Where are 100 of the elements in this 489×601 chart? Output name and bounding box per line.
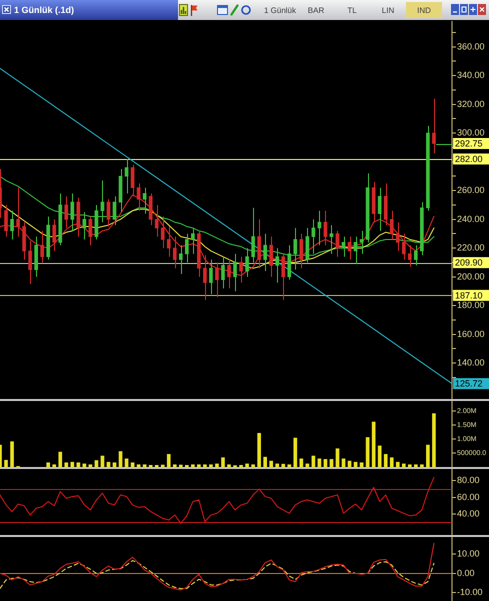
candlestick	[124, 158, 128, 194]
candlestick	[88, 216, 92, 246]
candlestick	[221, 256, 225, 289]
candlestick	[100, 180, 104, 223]
text: 292.75	[455, 138, 483, 149]
text: IND	[417, 6, 431, 14]
ref-line-label: 187.10	[455, 290, 483, 300]
candlestick	[82, 212, 86, 240]
bar	[318, 458, 322, 467]
bar	[354, 462, 358, 467]
y-tick-label: 220.00	[457, 242, 485, 253]
bar	[384, 454, 388, 467]
candlestick	[178, 244, 183, 274]
text: BAR	[308, 6, 324, 14]
candlestick	[257, 218, 261, 269]
bar	[94, 460, 98, 467]
candlestick	[112, 196, 116, 226]
candlestick	[10, 210, 14, 240]
y-tick-label: 300.00	[457, 128, 485, 138]
candlestick	[300, 233, 304, 269]
bar	[408, 464, 412, 467]
bar	[118, 451, 122, 467]
bar	[426, 444, 430, 467]
candlestick	[142, 187, 146, 214]
y-tick-label: 180.00	[457, 300, 485, 310]
candlestick	[70, 192, 74, 232]
y-tick-label: 240.00	[457, 214, 485, 224]
bar	[221, 457, 225, 467]
candlestick	[233, 253, 237, 292]
bar	[245, 464, 249, 467]
y-tick-label: 360.00	[457, 41, 485, 52]
bar	[263, 456, 268, 467]
text: TL	[347, 6, 357, 14]
candlestick	[390, 210, 394, 240]
bar	[306, 464, 310, 467]
bar	[251, 464, 255, 467]
bar	[324, 459, 328, 467]
candlestick	[154, 204, 159, 238]
bar	[366, 437, 370, 467]
candlestick	[160, 216, 165, 249]
bar	[130, 462, 134, 467]
bar	[257, 432, 261, 467]
candlestick	[166, 226, 171, 258]
bar	[100, 456, 104, 467]
bar	[402, 464, 406, 467]
text: 1 Günlük	[264, 6, 296, 14]
bar	[142, 464, 146, 467]
y-tick-label: 10.00	[457, 548, 480, 558]
bar	[46, 462, 50, 467]
candlestick	[402, 233, 406, 260]
bar	[287, 464, 292, 467]
y-tick-label: 140.00	[457, 358, 485, 368]
bar	[4, 460, 8, 467]
bar	[348, 460, 352, 467]
bar	[281, 464, 286, 467]
candlestick	[378, 187, 382, 232]
bar	[227, 464, 231, 467]
y-tick-label: 320.00	[457, 98, 485, 109]
candlestick	[209, 259, 213, 295]
text: 125.72	[455, 378, 483, 389]
y-tick-label: -10.00	[457, 587, 483, 598]
text: 1 Günlük (.1d)	[14, 5, 74, 15]
y-tick-label: 0.00	[457, 568, 475, 578]
bar	[342, 458, 346, 467]
candlestick	[52, 218, 56, 252]
bar	[52, 464, 56, 467]
bar	[203, 464, 207, 467]
y-tick-label: 200.00	[457, 271, 485, 282]
candlestick	[40, 230, 44, 263]
bar	[172, 464, 177, 467]
text: LIN	[382, 6, 394, 14]
bar	[215, 464, 219, 467]
bar	[372, 422, 376, 467]
bar	[166, 454, 171, 467]
bar	[269, 460, 274, 467]
candlestick	[408, 244, 412, 268]
bar	[58, 452, 62, 467]
bar	[300, 458, 304, 467]
bar	[330, 459, 334, 467]
bar	[10, 441, 14, 467]
bar	[336, 448, 340, 467]
candlestick	[336, 230, 340, 258]
bar	[432, 413, 436, 467]
candlestick	[4, 204, 8, 238]
bar	[390, 457, 394, 467]
bar	[396, 462, 400, 467]
candlestick	[106, 198, 110, 228]
bar	[191, 464, 195, 467]
candlestick	[432, 98, 436, 154]
bar	[64, 462, 68, 467]
y-tick-label: 260.00	[457, 185, 485, 196]
y-tick-label: 40.00	[457, 508, 480, 519]
bar	[293, 438, 298, 467]
bar	[378, 446, 382, 467]
y-tick-label: 160.00	[457, 328, 485, 339]
ref-line-label: 282.00	[455, 154, 483, 164]
bar	[112, 462, 116, 467]
bar	[124, 458, 128, 467]
y-tick-label: 60.00	[457, 492, 480, 502]
line-series	[0, 560, 434, 590]
